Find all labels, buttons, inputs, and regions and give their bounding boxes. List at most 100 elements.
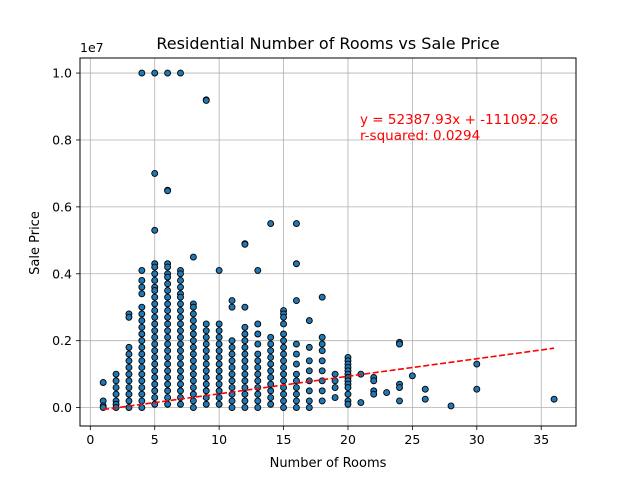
- data-point: [151, 347, 159, 355]
- data-point: [138, 364, 146, 371]
- data-point: [280, 397, 288, 405]
- data-point: [138, 377, 146, 385]
- data-point: [151, 313, 159, 321]
- data-point: [267, 374, 275, 381]
- data-point: [164, 69, 172, 77]
- data-point: [215, 333, 223, 341]
- data-point: [164, 273, 172, 281]
- data-point: [228, 404, 236, 412]
- data-point: [138, 404, 146, 412]
- data-point: [331, 394, 339, 402]
- data-point: [215, 394, 223, 402]
- data-point: [280, 343, 288, 351]
- data-point: [267, 353, 275, 361]
- data-point: [370, 390, 378, 398]
- data-point: [138, 337, 146, 345]
- data-point: [125, 377, 133, 385]
- data-point: [421, 385, 429, 393]
- data-point: [138, 266, 146, 274]
- data-point: [280, 350, 288, 358]
- data-point: [202, 97, 210, 104]
- data-point: [202, 380, 210, 388]
- data-point: [228, 377, 236, 385]
- data-point: [202, 340, 210, 348]
- data-point: [292, 390, 300, 398]
- data-point: [241, 343, 249, 351]
- data-point: [228, 397, 236, 405]
- data-point: [189, 397, 197, 405]
- data-point: [280, 390, 288, 398]
- data-point: [267, 380, 275, 388]
- data-point: [189, 323, 197, 331]
- data-point: [125, 313, 133, 321]
- data-point: [267, 347, 275, 355]
- data-point: [228, 370, 236, 378]
- data-point: [164, 287, 172, 294]
- data-point: [151, 277, 159, 284]
- data-point: [164, 280, 172, 288]
- data-point: [254, 390, 262, 398]
- data-point: [421, 395, 429, 403]
- data-point: [177, 320, 184, 328]
- data-point: [177, 340, 184, 348]
- data-point: [292, 260, 300, 268]
- data-point: [151, 380, 159, 388]
- data-point: [292, 404, 300, 412]
- data-point: [151, 353, 159, 361]
- data-point: [138, 303, 146, 311]
- data-point: [550, 395, 558, 403]
- data-point: [267, 333, 275, 341]
- data-point: [473, 385, 481, 393]
- data-point: [357, 399, 365, 407]
- data-point: [396, 340, 403, 348]
- data-point: [164, 360, 172, 368]
- regression-line-group: [103, 347, 555, 411]
- data-point: [164, 353, 172, 361]
- data-point: [164, 307, 172, 315]
- grid: [80, 58, 576, 426]
- data-point: [164, 263, 172, 271]
- data-point: [177, 353, 184, 361]
- data-point: [254, 370, 262, 378]
- data-point: [396, 384, 403, 391]
- data-point: [241, 240, 249, 248]
- data-point: [292, 220, 300, 228]
- data-point: [318, 333, 326, 341]
- data-point: [189, 370, 197, 378]
- data-point: [138, 350, 146, 358]
- data-point: [151, 327, 159, 335]
- data-point: [292, 370, 300, 378]
- data-point: [215, 353, 223, 361]
- data-point: [125, 357, 133, 365]
- data-point: [189, 404, 197, 412]
- data-point: [241, 384, 249, 391]
- data-point: [370, 377, 378, 385]
- data-point: [267, 394, 275, 402]
- data-point: [112, 390, 120, 398]
- data-point: [267, 360, 275, 368]
- data-point: [215, 320, 223, 328]
- data-point: [164, 367, 172, 375]
- data-point: [138, 384, 146, 391]
- data-point: [164, 380, 172, 388]
- x-tick-label: 25: [404, 432, 420, 447]
- data-point: [215, 360, 223, 368]
- data-point: [318, 347, 326, 355]
- y-tick-label: 1.0: [52, 66, 72, 81]
- data-point: [267, 220, 275, 228]
- data-point: [138, 390, 146, 398]
- data-point: [112, 384, 120, 391]
- data-point: [189, 377, 197, 385]
- data-point: [318, 340, 326, 348]
- data-point: [305, 343, 313, 351]
- data-point: [280, 370, 288, 378]
- data-point: [151, 387, 159, 395]
- r-squared-label: r-squared: 0.0294: [360, 128, 480, 144]
- data-point: [305, 367, 313, 375]
- data-point: [164, 300, 172, 308]
- data-point: [177, 347, 184, 355]
- data-point: [138, 277, 146, 284]
- data-point: [177, 283, 184, 291]
- data-point: [151, 263, 159, 271]
